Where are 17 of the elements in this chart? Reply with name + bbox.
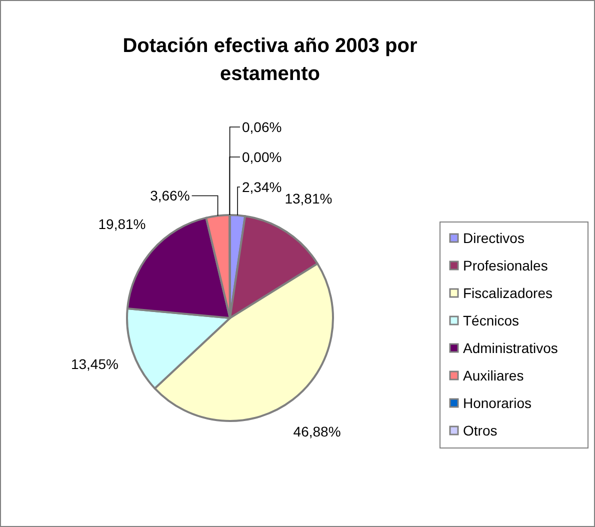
legend-label: Auxiliares [463,367,524,384]
data-label: 13,45% [70,356,118,372]
legend-label: Profesionales [463,257,548,274]
data-label: 19,81% [98,216,146,232]
data-label: 13,81% [284,190,332,206]
text: 0,00% [242,148,282,165]
legend-label: Directivos [463,230,524,246]
chart-title: Dotación efectiva año 2003 por estamento [122,35,418,85]
legend-label: Honorarios [463,394,532,411]
data-label: 2,34% [242,178,282,195]
data-label: 46,88% [293,423,341,440]
legend-label: Administrativos [463,340,558,356]
legend-label: Técnicos [463,312,520,328]
legend-label: Fiscalizadores [463,284,552,301]
data-label: 3,66% [150,188,190,204]
legend-label: Otros [463,422,498,438]
data-label: 0,06% [242,118,282,135]
